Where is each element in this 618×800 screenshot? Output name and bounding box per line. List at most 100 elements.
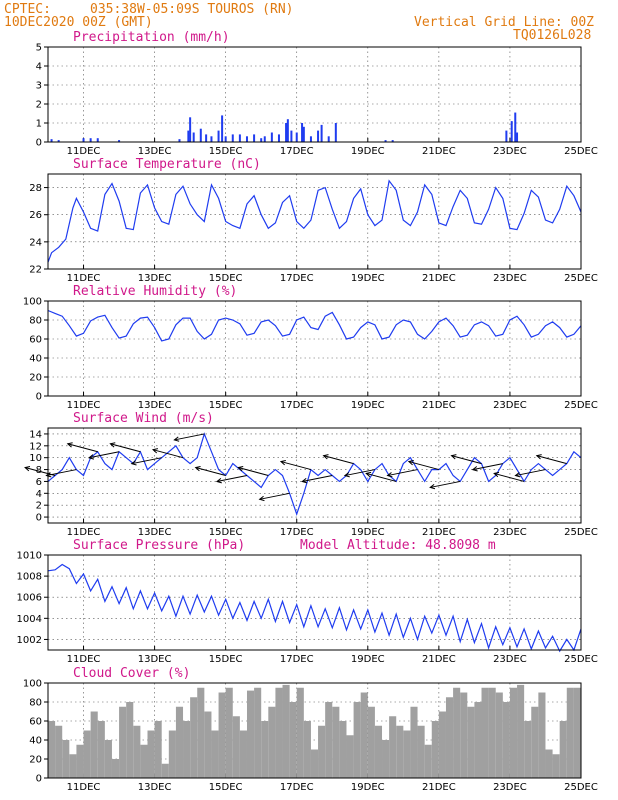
series-line: [47, 179, 582, 263]
x-tick-label: 19DEC: [351, 146, 385, 157]
cloud-bar: [204, 711, 212, 778]
panel-title: Surface Temperature (nC): [73, 157, 261, 172]
y-tick-label: 80: [29, 698, 42, 709]
cloud-bar: [90, 711, 98, 778]
panel-3: 11DEC 13DEC 15DEC 17DEC 19DEC 21DEC 23DEC 25DEC…: [23, 284, 598, 411]
x-tick-label: 17DEC: [280, 146, 314, 157]
x-tick-label: 13DEC: [138, 654, 172, 665]
header-grid-note: Vertical Grid Line: 00Z: [414, 15, 594, 30]
x-tick-label: 19DEC: [351, 400, 385, 411]
wind-arrow-head: [45, 472, 52, 478]
y-tick-label: 0: [36, 138, 42, 149]
y-tick-label: 4: [36, 62, 42, 73]
precip-bar: [245, 136, 248, 142]
precip-bar: [301, 123, 304, 142]
y-tick-label: 10: [29, 453, 42, 464]
cloud-bar: [254, 687, 262, 778]
y-tick-label: 80: [29, 316, 42, 327]
cloud-bar: [445, 697, 454, 778]
y-tick-label: 1004: [17, 614, 42, 625]
panel-6: 11DEC 13DEC 15DEC 17DEC 19DEC 21DEC 23DEC 25DEC…: [23, 666, 598, 793]
cloud-bar: [268, 706, 276, 778]
y-tick-label: 40: [29, 736, 42, 747]
wind-arrow: [408, 461, 439, 471]
precip-bar: [96, 138, 99, 142]
cloud-bar: [318, 725, 326, 778]
precip-bar: [253, 134, 256, 142]
wind-arrow-head: [194, 465, 201, 472]
cloud-bar: [126, 702, 134, 778]
wind-arrow: [280, 461, 312, 471]
cloud-bar: [76, 744, 84, 778]
precip-bar: [238, 134, 241, 142]
wind-arrow-head: [279, 460, 286, 466]
cloud-bar: [325, 702, 333, 778]
cloud-bar: [154, 721, 162, 778]
panel-title: Precipitation (mm/h): [73, 30, 230, 45]
x-tick-label: 17DEC: [280, 527, 314, 538]
precip-bar: [57, 140, 60, 142]
wind-arrow-head: [130, 460, 137, 466]
cloud-bar: [232, 716, 240, 778]
x-tick-label: 25DEC: [564, 527, 598, 538]
y-tick-label: 14: [29, 429, 42, 440]
cloud-bar: [147, 730, 155, 778]
cloud-bar: [545, 749, 553, 778]
cloud-bar: [161, 763, 169, 778]
wind-arrow-head: [343, 472, 350, 478]
y-tick-label: 20: [29, 755, 42, 766]
wind-arrow: [46, 469, 77, 477]
wind-arrow-head: [24, 465, 31, 472]
cloud-bar: [218, 692, 226, 778]
y-tick-label: 2: [36, 501, 42, 512]
panel-frame: [47, 46, 582, 143]
precip-bar: [224, 136, 227, 142]
precip-bar: [270, 132, 273, 142]
y-tick-label: 1002: [17, 635, 42, 646]
cloud-bar: [374, 725, 383, 778]
precip-bar: [514, 112, 517, 142]
precip-bar: [205, 134, 208, 142]
y-tick-label: 6: [36, 477, 42, 488]
wind-arrow: [451, 455, 482, 465]
x-tick-label: 15DEC: [209, 654, 243, 665]
x-tick-label: 17DEC: [280, 400, 314, 411]
x-tick-label: 25DEC: [564, 654, 598, 665]
x-tick-label: 21DEC: [422, 527, 456, 538]
panel-annotation: Model Altitude: 48.8098 m: [300, 538, 496, 553]
precip-bar: [260, 138, 263, 142]
x-tick-label: 25DEC: [564, 782, 598, 793]
wind-arrow-head: [429, 483, 436, 490]
y-tick-label: 0: [36, 774, 42, 785]
x-tick-label: 13DEC: [138, 782, 172, 793]
precip-bar: [231, 134, 234, 142]
precip-bar: [187, 130, 190, 142]
wind-arrow-head: [237, 465, 244, 472]
wind-arrow: [174, 433, 205, 441]
cloud-bar: [403, 730, 411, 778]
y-tick-label: 2: [36, 100, 42, 111]
header-date: 10DEC2020 00Z (GMT): [4, 15, 153, 30]
x-tick-label: 25DEC: [564, 273, 598, 284]
panel-frame: [47, 427, 582, 524]
x-tick-label: 15DEC: [209, 527, 243, 538]
y-tick-label: 5: [36, 43, 42, 54]
precip-bar: [334, 123, 337, 142]
y-tick-label: 12: [29, 441, 42, 452]
cloud-bar: [424, 744, 432, 778]
cloud-bar: [460, 692, 468, 778]
wind-arrow: [259, 492, 290, 500]
wind-arrow-head: [365, 471, 372, 478]
cloud-bar: [467, 706, 475, 778]
precip-bar: [384, 140, 387, 142]
wind-arrow: [110, 443, 141, 453]
cloud-bar: [225, 687, 233, 778]
x-tick-label: 11DEC: [67, 273, 101, 284]
precip-bar: [192, 132, 195, 142]
x-tick-label: 23DEC: [493, 400, 527, 411]
cloud-bar: [417, 725, 425, 778]
x-tick-label: 21DEC: [422, 654, 456, 665]
wind-arrow: [238, 467, 269, 476]
wind-arrow: [216, 475, 248, 482]
